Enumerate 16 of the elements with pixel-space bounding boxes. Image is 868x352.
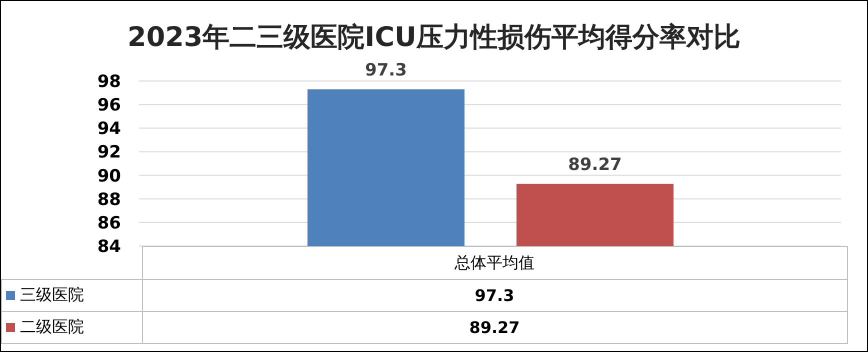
y-tick-label: 84 [97, 237, 122, 258]
text: 97.3 [474, 286, 514, 305]
y-tick-label: 94 [97, 119, 122, 140]
y-tick-label: 86 [97, 213, 121, 234]
y-tick-label: 88 [97, 190, 121, 210]
y-tick-label: 92 [97, 142, 121, 163]
y-tick-label: 90 [97, 166, 122, 186]
data-label: 89.27 [568, 154, 622, 175]
chart-title: 2023年二三级医院ICU压力性损伤平均得分率对比 [126, 21, 742, 55]
data-label: 97.3 [365, 60, 407, 80]
x-tick-label: 总体平均值 [142, 246, 847, 280]
legend-label: 三级医院 [2, 280, 142, 312]
legend-label: 二级医院 [2, 312, 142, 344]
y-tick-label: 98 [97, 72, 121, 92]
y-tick-label: 96 [97, 96, 121, 116]
text: 89.27 [469, 318, 520, 337]
